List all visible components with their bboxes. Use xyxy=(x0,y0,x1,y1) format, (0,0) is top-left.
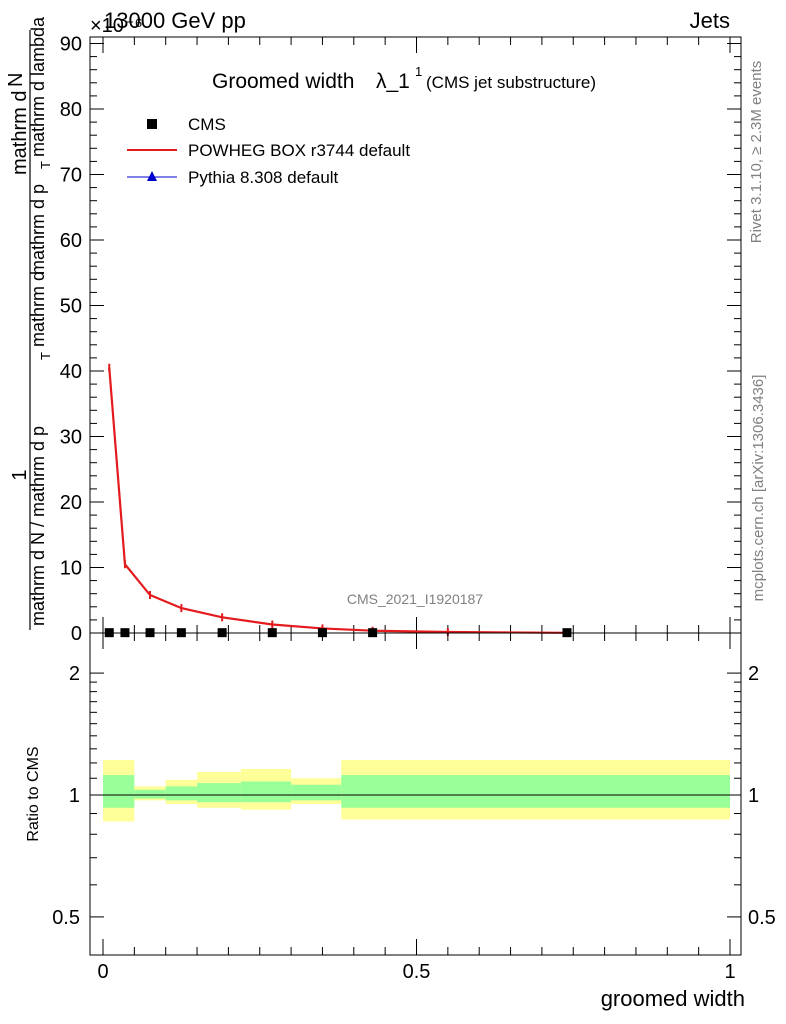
title-main: Groomed width xyxy=(212,70,354,93)
ratio-x-tick-label: 1 xyxy=(724,961,735,983)
legend-powheg-label: POWHEG BOX r3744 default xyxy=(188,141,410,160)
ratio-y-tick-label: 1 xyxy=(69,785,80,807)
legend-cms-label: CMS xyxy=(188,115,226,134)
y-label-right-num2: N xyxy=(5,73,27,87)
ratio-y-tick-label: 0.5 xyxy=(52,907,80,929)
ratio-inner-band xyxy=(240,781,292,803)
ratio-inner-band xyxy=(291,784,342,801)
ratio-inner-band xyxy=(103,775,135,808)
main-y-tick-label: 70 xyxy=(60,165,82,187)
main-y-tick-label: 90 xyxy=(60,34,82,56)
y-label-den-mid: mathrm d xyxy=(28,271,48,347)
ratio-y-axis-label: Ratio to CMS xyxy=(25,746,42,841)
rivet-label: Rivet 3.1.10, ≥ 2.3M events xyxy=(748,61,765,244)
main-y-tick-label: 80 xyxy=(60,99,82,121)
header-left: 13000 GeV pp xyxy=(104,8,246,33)
ratio-inner-band xyxy=(197,783,241,803)
main-data-layer xyxy=(104,363,572,638)
ratio-y-tick-label-right: 0.5 xyxy=(748,907,776,929)
ratio-y-tick-label-right: 2 xyxy=(748,663,759,685)
ratio-y-tick-label: 2 xyxy=(69,663,80,685)
y-label-den-sub: T xyxy=(38,352,53,360)
ratio-inner-band xyxy=(341,775,730,808)
legend-pythia-label: Pythia 8.308 default xyxy=(188,168,339,187)
ratio-x-tick-label: 0 xyxy=(97,961,108,983)
ratio-y-tick-label-right: 1 xyxy=(748,785,759,807)
ratio-panel-frame xyxy=(89,632,742,956)
legend: CMS POWHEG BOX r3744 default Pythia 8.30… xyxy=(127,115,410,187)
main-y-tick-label: 50 xyxy=(60,296,82,318)
main-y-tick-label: 10 xyxy=(60,558,82,580)
ratio-inner-band xyxy=(134,789,166,799)
main-y-tick-labels: 0 10 20 30 40 50 60 70 80 90 xyxy=(60,34,82,646)
y-label-right-den-sub: T xyxy=(38,161,53,169)
y-label-right-den: mathrm d p xyxy=(28,184,48,275)
title-lambda: λ_1 xyxy=(376,70,410,93)
main-y-tick-label: 60 xyxy=(60,230,82,252)
main-y-tick-label: 0 xyxy=(71,623,82,645)
main-y-tick-label: 30 xyxy=(60,427,82,449)
powheg-line xyxy=(108,367,567,634)
header-right: Jets xyxy=(690,8,730,33)
title-sup: 1 xyxy=(415,64,422,79)
y-label-numerator: 1 xyxy=(9,469,31,480)
main-y-tick-label: 40 xyxy=(60,361,82,383)
legend-cms-marker xyxy=(147,119,157,129)
plot-title: Groomed width λ_1 1 (CMS jet substructur… xyxy=(212,64,596,93)
y-label-right-den2: mathrm d lambda xyxy=(28,16,48,157)
y-label-denominator: mathrm d N / mathrm d p xyxy=(28,426,48,626)
legend-pythia-marker xyxy=(147,171,157,181)
ratio-axis-ticks xyxy=(90,633,741,955)
ratio-x-tick-labels: 0 0.5 1 xyxy=(97,961,735,983)
analysis-watermark: CMS_2021_I1920187 xyxy=(347,591,483,607)
main-y-tick-label: 20 xyxy=(60,492,82,514)
x-axis-label: groomed width xyxy=(601,986,745,1011)
ratio-inner-band xyxy=(165,786,198,801)
mcplots-label: mcplots.cern.ch [arXiv:1306.3436] xyxy=(750,375,767,602)
main-y-axis-label: 1 mathrm d N / mathrm d p T mathrm d mat… xyxy=(5,16,53,630)
title-sub: (CMS jet substructure) xyxy=(426,73,596,92)
exponent-label: ×10⁻⁶ xyxy=(90,15,143,37)
ratio-y-tick-labels: 0.5 0.5 1 1 2 2 xyxy=(52,663,776,929)
y-label-right-num: mathrm d xyxy=(9,91,31,175)
ratio-bands xyxy=(103,760,730,822)
ratio-x-tick-label: 0.5 xyxy=(403,961,431,983)
